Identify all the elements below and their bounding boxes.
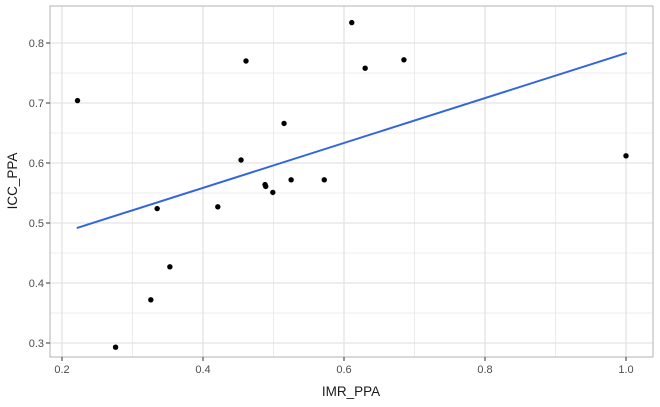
y-axis-ticks: 0.3 0.4 0.5 0.6 0.7 0.8 [29, 38, 50, 350]
y-tick-label: 0.3 [29, 338, 44, 350]
y-tick-label: 0.5 [29, 218, 44, 230]
data-point [215, 204, 221, 210]
data-point [148, 297, 154, 303]
data-point [243, 58, 249, 64]
y-tick-label: 0.6 [29, 158, 44, 170]
data-point [238, 157, 244, 163]
data-point [349, 19, 355, 26]
data-point [321, 177, 327, 183]
y-tick-label: 0.7 [29, 98, 44, 110]
data-point [263, 183, 269, 190]
data-point [154, 205, 160, 212]
x-tick-label: 1.0 [618, 364, 633, 376]
data-point [167, 264, 173, 270]
data-point [362, 65, 368, 71]
y-tick-label: 0.4 [29, 278, 44, 290]
data-point [623, 153, 629, 159]
y-axis-title: ICC_PPA [5, 153, 20, 210]
trend-line-group [76, 52, 627, 229]
x-tick-label: 0.2 [54, 364, 69, 376]
data-point [112, 344, 119, 350]
data-points [74, 19, 629, 350]
y-tick-label: 0.8 [29, 38, 44, 50]
x-axis-ticks: 0.2 0.4 0.6 0.8 1.0 [54, 357, 634, 376]
data-point [401, 57, 407, 63]
panel-border [49, 5, 654, 358]
x-tick-label: 0.4 [195, 364, 210, 376]
x-axis-title: IMR_PPA [322, 384, 380, 399]
panel-background [50, 6, 653, 357]
trend-line [76, 52, 627, 229]
data-point [288, 177, 294, 183]
data-point [270, 189, 276, 196]
x-tick-label: 0.6 [336, 364, 351, 376]
data-point [281, 120, 287, 127]
data-point [74, 97, 81, 104]
x-tick-label: 0.8 [477, 364, 492, 376]
grid [50, 6, 653, 357]
